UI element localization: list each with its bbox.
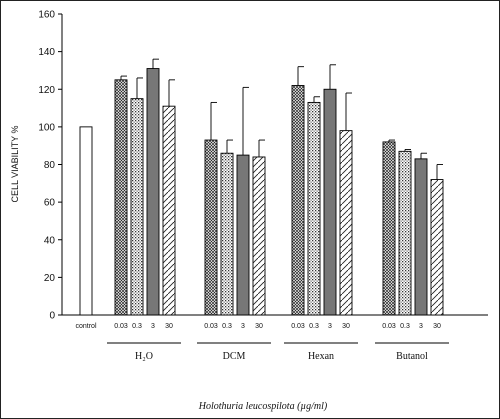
x-tick-label-concentration: 3: [241, 323, 245, 330]
y-tick-label: 100: [38, 122, 55, 133]
bar-0-2: [146, 68, 160, 316]
bar-2-2: [323, 88, 337, 316]
y-tick-label: 20: [44, 273, 56, 284]
y-tick-label: 140: [38, 47, 55, 58]
bar-2-0: [291, 85, 305, 316]
x-tick-label-concentration: 3: [419, 323, 423, 330]
bar-2-3: [339, 130, 353, 316]
bar-2-1: [307, 101, 321, 316]
x-tick-label-concentration: 0.3: [222, 323, 232, 330]
bar-1-0: [204, 139, 218, 316]
bar-1-1: [220, 152, 234, 316]
group-label: DCM: [223, 351, 246, 362]
x-tick-label-concentration: 0.03: [382, 323, 396, 330]
x-tick-label-concentration: 30: [342, 323, 350, 330]
x-tick-label-concentration: 0.03: [114, 323, 128, 330]
y-tick-label: 60: [44, 198, 56, 209]
x-tick-label-concentration: 0.03: [204, 323, 218, 330]
x-tick-label-concentration: 3: [328, 323, 332, 330]
group-label: Butanol: [396, 351, 428, 362]
x-tick-label-concentration: 30: [165, 323, 173, 330]
bar-0-1: [130, 98, 144, 316]
bar-3-3: [430, 179, 444, 316]
x-tick-label-concentration: 3: [151, 323, 155, 330]
x-tick-label-concentration: 0.3: [309, 323, 319, 330]
y-tick-label: 40: [44, 235, 56, 246]
bar-3-2: [414, 158, 428, 316]
y-tick-label: 160: [38, 10, 55, 21]
x-tick-label-control: control: [75, 323, 96, 330]
bar-3-1: [398, 150, 412, 316]
group-label: H₂O: [135, 351, 153, 362]
y-tick-label: 80: [44, 160, 56, 171]
y-axis-label: CELL VIABILITY %: [10, 125, 20, 202]
x-axis-label: Holothuria leucospilota (µg/ml): [198, 401, 328, 412]
plot-area: 0 20 40 60 80 100 120 140 160 control 0.03 0.3 3 30 H₂…: [38, 10, 488, 362]
y-tick-label: 0: [49, 311, 55, 322]
x-tick-label-concentration: 0.3: [400, 323, 410, 330]
x-tick-label-concentration: 30: [433, 323, 441, 330]
x-tick-label-concentration: 0.3: [132, 323, 142, 330]
group-label: Hexan: [308, 351, 334, 362]
x-tick-label-concentration: 30: [255, 323, 263, 330]
y-tick-label: 120: [38, 85, 55, 96]
bar-0-3: [162, 105, 176, 316]
bar-control: [79, 126, 93, 316]
bar-3-0: [382, 141, 396, 316]
x-tick-label-concentration: 0.03: [291, 323, 305, 330]
bar-1-3: [252, 156, 266, 316]
bar-0-0: [114, 79, 128, 316]
bar-1-2: [236, 154, 250, 316]
